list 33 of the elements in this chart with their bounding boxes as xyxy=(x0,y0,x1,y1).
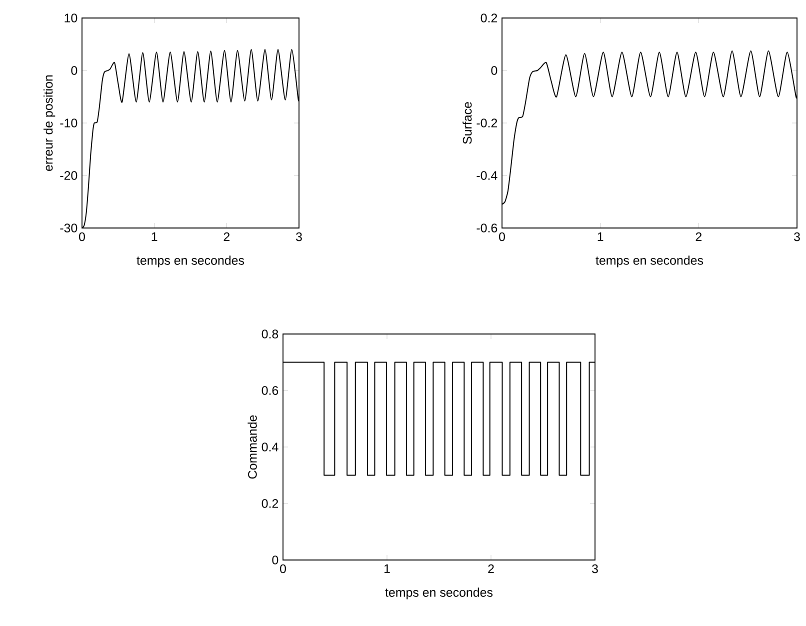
x-tick-label: 1 xyxy=(152,232,158,241)
x-axis-title: temps en secondes xyxy=(385,588,493,600)
y-tick-label: 10 xyxy=(64,14,78,22)
x-tick-label: 3 xyxy=(592,564,598,574)
x-tick-label: 2 xyxy=(488,564,494,574)
y-tick-label: 0 xyxy=(272,556,278,564)
y-tick-label: 0.2 xyxy=(262,499,278,508)
y-tick-label: -20 xyxy=(60,171,78,180)
x-tick-label: 2 xyxy=(696,232,702,242)
x-tick-label: 3 xyxy=(794,232,800,242)
y-tick-label: -0.4 xyxy=(476,171,498,180)
y-axis-title: Commande xyxy=(248,415,257,479)
y-tick-label: -10 xyxy=(60,118,78,128)
y-tick-label: -0.2 xyxy=(476,118,498,128)
x-tick-label: 0 xyxy=(280,564,286,574)
y-tick-label: 0 xyxy=(491,66,498,75)
x-tick-label: 2 xyxy=(224,232,230,242)
y-axis-title: Surface xyxy=(462,102,472,144)
y-tick-label: -0.6 xyxy=(476,224,498,232)
x-tick-label: 1 xyxy=(384,564,390,573)
y-tick-label: 0.8 xyxy=(262,330,278,338)
x-tick-label: 0 xyxy=(499,232,505,242)
y-tick-label: -30 xyxy=(60,224,78,232)
x-axis-title: temps en secondes xyxy=(596,256,704,268)
x-tick-label: 3 xyxy=(296,232,302,242)
x-tick-label: 1 xyxy=(598,232,604,241)
x-axis-title: temps en secondes xyxy=(136,256,244,268)
y-tick-label: 0.6 xyxy=(262,386,278,395)
y-tick-label: 0.2 xyxy=(480,14,498,22)
y-tick-label: 0 xyxy=(71,66,78,75)
x-tick-label: 0 xyxy=(79,232,85,242)
y-tick-label: 0.4 xyxy=(262,442,278,452)
y-axis-title: erreur de position xyxy=(44,75,56,171)
